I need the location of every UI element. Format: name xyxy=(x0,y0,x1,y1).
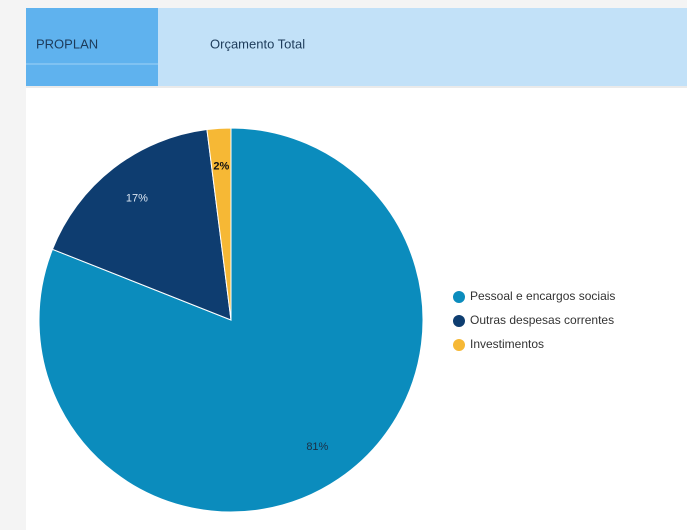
legend-swatch xyxy=(453,339,465,351)
tab-label[interactable]: Orçamento Total xyxy=(210,36,305,51)
legend-label: Pessoal e encargos sociais xyxy=(470,289,615,303)
tab-active[interactable] xyxy=(26,8,158,86)
slice-label: 17% xyxy=(126,193,148,205)
legend-label: Outras despesas correntes xyxy=(470,313,614,327)
legend-label: Investimentos xyxy=(470,337,544,351)
tab-label[interactable]: PROPLAN xyxy=(36,36,98,51)
pie-slice xyxy=(206,127,232,321)
pie-slice xyxy=(51,128,232,321)
slice-label: 81% xyxy=(306,441,328,453)
legend-swatch xyxy=(453,315,465,327)
legend-swatch xyxy=(453,291,465,303)
slice-label: 2% xyxy=(213,161,229,173)
